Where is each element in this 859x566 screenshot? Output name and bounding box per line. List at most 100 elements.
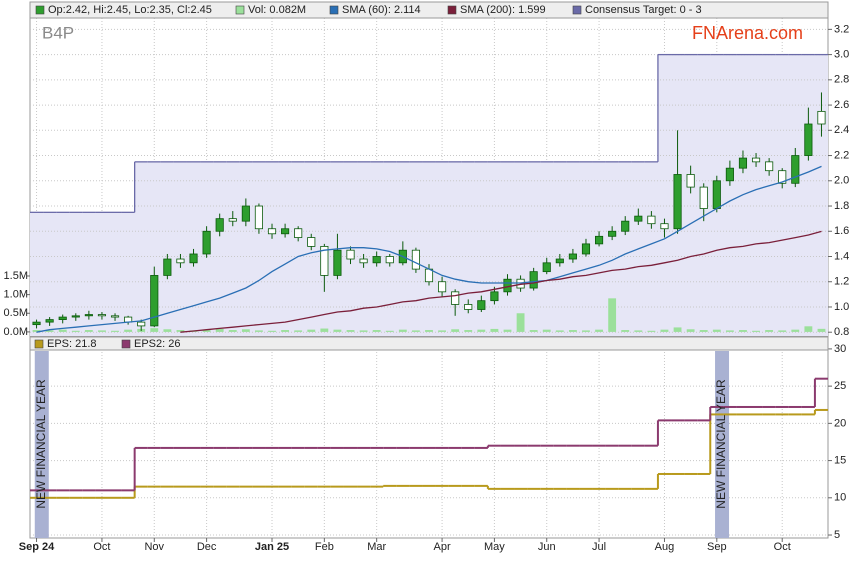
y-tick-label: 25 xyxy=(834,380,846,392)
y-tick-label: 15 xyxy=(834,454,846,466)
x-tick-label: Jul xyxy=(592,541,606,553)
volume-bar xyxy=(542,329,551,332)
volume-bar xyxy=(372,330,381,332)
target-area xyxy=(487,161,502,336)
target-area xyxy=(684,54,698,336)
y-tick-label: 10 xyxy=(834,492,846,504)
target-area xyxy=(644,161,659,336)
volume-bar xyxy=(84,330,93,332)
volume-bar xyxy=(241,329,250,332)
volume-bar xyxy=(634,330,643,332)
candle-body xyxy=(202,230,211,255)
candle-body xyxy=(503,278,512,293)
target-area xyxy=(134,161,149,336)
x-tick-label: Apr xyxy=(434,541,451,553)
volume-bar xyxy=(385,330,394,332)
candle-body xyxy=(712,180,721,209)
candle-body xyxy=(555,258,564,264)
target-area xyxy=(226,161,240,336)
target-area xyxy=(723,54,737,336)
target-area xyxy=(82,212,96,336)
volume-bar xyxy=(124,329,133,332)
legend-bar xyxy=(29,1,829,19)
y-tick-label: 2.8 xyxy=(834,74,849,86)
candle-body xyxy=(451,291,460,305)
candle-body xyxy=(634,215,643,222)
annotation-text: NEW FINANCIAL YEAR xyxy=(34,379,48,509)
candle-body xyxy=(673,174,682,230)
volume-bar xyxy=(215,328,224,332)
volume-bar xyxy=(725,330,734,332)
volume-bar xyxy=(294,330,303,332)
sma-line xyxy=(36,165,822,333)
volume-bar xyxy=(98,330,106,332)
candle-body xyxy=(320,246,329,276)
volume-bar xyxy=(464,330,473,332)
y-tick-label: 3.0 xyxy=(834,49,849,61)
volume-bar xyxy=(359,330,368,332)
candle-body xyxy=(686,174,695,188)
candle-body xyxy=(581,243,591,255)
target-area xyxy=(618,161,633,336)
candle-body xyxy=(241,205,250,222)
y-tick-label: 0.8 xyxy=(834,326,849,338)
volume-bar xyxy=(398,329,407,332)
candle-body xyxy=(490,291,499,302)
annotation-band xyxy=(715,351,730,538)
volume-bar xyxy=(647,330,656,332)
volume-bar xyxy=(686,329,695,332)
volume-bar xyxy=(817,328,826,332)
target-area xyxy=(514,161,528,336)
legend-swatch xyxy=(572,5,582,15)
x-tick-label: Aug xyxy=(655,541,675,553)
x-tick-label: Jun xyxy=(538,541,556,553)
x-tick-label: Mar xyxy=(367,541,386,553)
target-area xyxy=(657,54,672,336)
target-area xyxy=(95,212,109,336)
x-tick-label: Oct xyxy=(93,541,110,553)
volume-bar xyxy=(438,330,447,332)
y2-tick-label: 0.0M xyxy=(4,326,28,338)
volume-bar xyxy=(490,328,499,332)
legend-label: SMA (60): 2.114 xyxy=(342,4,421,16)
target-area xyxy=(357,161,371,336)
candle-body xyxy=(568,253,577,260)
sma-line xyxy=(180,230,822,333)
x-tick-label: May xyxy=(484,541,505,553)
volume-bar xyxy=(673,327,682,332)
candle-body xyxy=(333,249,342,276)
target-area xyxy=(69,212,83,336)
volume-bar xyxy=(608,298,617,332)
x-tick-label: Dec xyxy=(197,541,217,553)
volume-bar xyxy=(477,329,486,332)
candle-body xyxy=(542,262,551,273)
x-tick-label: Oct xyxy=(774,541,791,553)
volume-bar xyxy=(582,330,590,332)
volume-bar xyxy=(58,329,67,332)
candle-body xyxy=(595,235,604,245)
candle-body xyxy=(137,321,146,327)
target-area xyxy=(540,161,554,336)
y-tick-label: 20 xyxy=(834,417,846,429)
target-area xyxy=(252,161,266,336)
candle-body xyxy=(738,157,748,169)
target-area xyxy=(553,161,567,336)
volume-bar xyxy=(111,330,119,332)
target-area xyxy=(592,161,606,336)
target-area xyxy=(160,161,175,336)
y2-tick-label: 1.5M xyxy=(4,270,28,282)
volume-bar xyxy=(503,329,512,332)
volume-bar xyxy=(150,328,159,332)
legend-swatch xyxy=(235,5,245,15)
candle-body xyxy=(372,256,381,264)
legend-swatch xyxy=(35,5,45,15)
target-area xyxy=(173,161,188,336)
candle-body xyxy=(150,275,159,327)
candle-body xyxy=(660,223,669,230)
candle-body xyxy=(411,249,420,270)
target-area xyxy=(762,54,776,336)
volume-bar xyxy=(752,330,760,332)
candle-body xyxy=(163,258,172,276)
volume-bar xyxy=(660,329,669,332)
volume-bar xyxy=(739,330,747,332)
